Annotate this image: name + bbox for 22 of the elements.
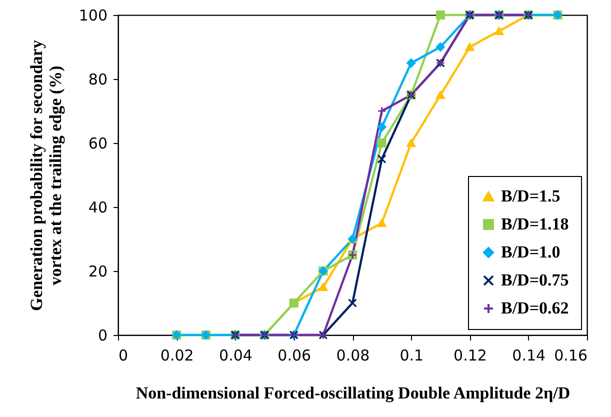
y-tick-label: 60 xyxy=(88,134,108,152)
x-axis-title: Non-dimensional Forced-oscillating Double Amplitude 2η/D xyxy=(136,384,570,402)
legend-label: B/D=1.5 xyxy=(501,186,560,206)
x-tick-label: 0.04 xyxy=(219,346,252,364)
x-tick-label: 0.06 xyxy=(278,346,312,364)
y-tick-label: 20 xyxy=(88,262,108,280)
x-tick-label: 0.1 xyxy=(400,346,424,364)
x-tick-label: 0.16 xyxy=(554,346,588,364)
legend-label: B/D=0.62 xyxy=(501,298,569,318)
y-tick-label: 100 xyxy=(78,6,108,24)
y-tick-label: 0 xyxy=(98,326,108,344)
y-tick-label: 40 xyxy=(88,198,108,216)
y-tick-label: 80 xyxy=(88,70,108,88)
legend-label: B/D=0.75 xyxy=(501,270,569,290)
legend-label: B/D=1.18 xyxy=(501,214,569,234)
x-tick-label: 0 xyxy=(118,346,128,364)
legend-label: B/D=1.0 xyxy=(501,242,560,262)
x-tick-label: 0.12 xyxy=(454,346,487,364)
x-tick-label: 0.08 xyxy=(336,346,370,364)
x-tick-label: 0.14 xyxy=(512,346,546,364)
y-axis-title: Generation probability for secondary vortex at the trailing edge (%) xyxy=(26,40,65,311)
x-tick-label: 0.02 xyxy=(160,346,194,364)
